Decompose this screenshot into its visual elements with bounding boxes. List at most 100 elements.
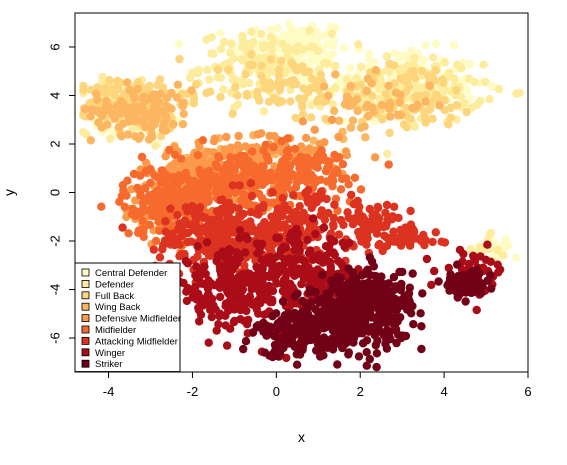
data-point [415, 91, 424, 101]
data-point [443, 281, 452, 290]
legend-entry-label: Striker [95, 359, 122, 370]
data-point [277, 56, 286, 66]
data-point [390, 48, 399, 58]
data-point [268, 352, 277, 362]
data-point [174, 39, 183, 49]
data-point [370, 210, 379, 219]
legend-entry-label: Attacking Midfielder [95, 336, 178, 347]
data-point [319, 82, 329, 91]
data-point [151, 141, 160, 150]
data-point [231, 83, 240, 92]
data-point [195, 317, 204, 326]
data-point [311, 229, 320, 239]
axes-layer: -4 -2 0 2 4 6 -6 -4 -2 0 2 4 6 [48, 43, 532, 399]
data-point [274, 65, 284, 74]
data-point [466, 245, 475, 254]
data-point [192, 184, 202, 194]
data-point [379, 286, 389, 296]
data-point [173, 210, 182, 220]
data-point [252, 239, 261, 248]
data-point [209, 177, 218, 187]
data-point [320, 31, 329, 40]
data-point [208, 302, 218, 312]
data-point [487, 284, 496, 293]
data-point [371, 66, 380, 75]
data-point [136, 171, 145, 180]
data-point [440, 58, 449, 67]
data-point [178, 120, 188, 129]
data-point [205, 231, 214, 241]
data-point [393, 110, 402, 120]
data-point [242, 306, 251, 316]
data-point [239, 344, 248, 354]
series-8-points [239, 253, 496, 372]
data-point [331, 70, 340, 79]
data-point [444, 120, 453, 129]
data-point [428, 237, 437, 247]
data-point [382, 52, 392, 61]
data-point [299, 84, 308, 93]
x-tick-label: 4 [440, 384, 447, 399]
data-point [277, 79, 286, 89]
data-point [417, 83, 427, 92]
data-point [214, 152, 223, 161]
data-point [295, 202, 304, 211]
data-point [115, 109, 125, 118]
data-point [161, 152, 170, 161]
data-point [328, 41, 338, 50]
data-point [281, 273, 290, 283]
data-point [192, 262, 201, 271]
data-point [256, 299, 265, 308]
data-point [125, 85, 134, 95]
data-point [284, 164, 294, 173]
data-point [395, 98, 404, 107]
data-point [401, 103, 411, 113]
data-point [219, 226, 228, 235]
data-point [512, 253, 521, 263]
data-point [334, 132, 343, 142]
data-point [292, 290, 302, 299]
data-point [369, 107, 378, 117]
legend-box [74, 262, 181, 373]
data-point [344, 101, 354, 111]
data-point [215, 292, 225, 302]
data-point [327, 115, 337, 125]
data-point [390, 202, 399, 211]
data-point [418, 289, 427, 298]
data-point [238, 171, 247, 181]
data-point [405, 237, 414, 246]
legend-swatch [81, 268, 90, 277]
data-point [408, 269, 417, 278]
data-point [409, 53, 419, 62]
data-point [149, 245, 158, 254]
data-point [216, 93, 225, 102]
data-point [247, 298, 256, 307]
data-point [86, 112, 95, 121]
data-point [154, 186, 163, 195]
legend-entry-label: Full Back [95, 291, 134, 302]
data-point [362, 223, 372, 232]
data-point [86, 136, 96, 145]
data-point [253, 130, 262, 139]
data-point [224, 65, 233, 75]
data-point [124, 112, 134, 121]
data-point [153, 173, 162, 182]
data-point [312, 346, 321, 355]
data-point [300, 67, 310, 77]
data-point [233, 160, 242, 169]
data-point [356, 230, 365, 240]
data-point [207, 312, 216, 322]
data-point [255, 247, 264, 256]
data-point [377, 295, 386, 305]
data-point [131, 102, 140, 112]
data-point [362, 361, 371, 370]
data-point [486, 228, 495, 238]
data-point [238, 31, 247, 41]
data-point [249, 38, 258, 47]
data-point [188, 202, 197, 211]
data-point [359, 319, 368, 328]
data-point [123, 78, 132, 87]
data-point [302, 177, 312, 187]
data-point [212, 326, 221, 335]
data-point [262, 271, 272, 281]
